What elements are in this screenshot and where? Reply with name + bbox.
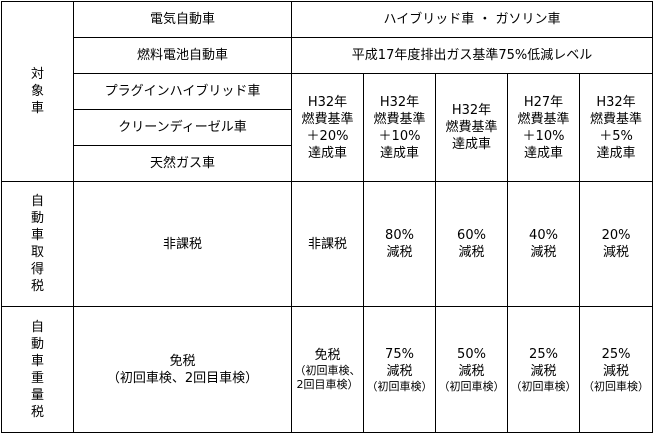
fuel-tier-1: H32年 燃費基準 ＋20% 達成車 xyxy=(291,73,364,182)
acquisition-tax-tier-5: 20% 減税 xyxy=(578,181,653,307)
vehicle-type-diesel: クリーンディーゼル車 xyxy=(73,109,292,146)
emission-level-header: 平成17年度排出ガス基準75%低減レベル xyxy=(290,37,653,74)
acquisition-tax-eco: 非課税 xyxy=(73,181,292,307)
acquisition-tax-tier-4: 40% 減税 xyxy=(507,181,580,307)
weight-tax-eco: 免税 （初回車検、2回目車検） xyxy=(73,306,292,433)
acquisition-tax-label: 自動車取得税 xyxy=(1,181,74,307)
acquisition-tax-tier-2: 80% 減税 xyxy=(363,181,436,307)
fuel-tier-3: H32年 燃費基準 達成車 xyxy=(435,73,508,182)
vehicle-type-cng: 天然ガス車 xyxy=(73,145,292,182)
weight-tax-tier-4: 25% 減税 （初回車検） xyxy=(507,306,580,433)
fuel-tier-5: H32年 燃費基準 ＋5% 達成車 xyxy=(578,73,653,182)
vehicle-type-phv: プラグインハイブリッド車 xyxy=(73,73,292,110)
weight-tax-tier-1: 免税 （初回車検、 2回目車検） xyxy=(291,306,364,433)
weight-tax-tier-2: 75% 減税 （初回車検） xyxy=(363,306,436,433)
hybrid-gasoline-header: ハイブリッド車 ・ ガソリン車 xyxy=(290,1,653,38)
acquisition-tax-tier-3: 60% 減税 xyxy=(435,181,508,307)
vehicle-type-ev: 電気自動車 xyxy=(73,1,292,38)
target-vehicles-header: 対象車 xyxy=(1,1,74,182)
weight-tax-tier-5: 25% 減税 （初回車検） xyxy=(578,306,653,433)
acquisition-tax-tier-1: 非課税 xyxy=(291,181,364,307)
vehicle-type-fcv: 燃料電池自動車 xyxy=(73,37,292,74)
weight-tax-tier-3: 50% 減税 （初回車検） xyxy=(435,306,508,433)
weight-tax-label: 自動車重量税 xyxy=(1,306,74,433)
fuel-tier-2: H32年 燃費基準 ＋10% 達成車 xyxy=(363,73,436,182)
fuel-tier-4: H27年 燃費基準 ＋10% 達成車 xyxy=(507,73,580,182)
